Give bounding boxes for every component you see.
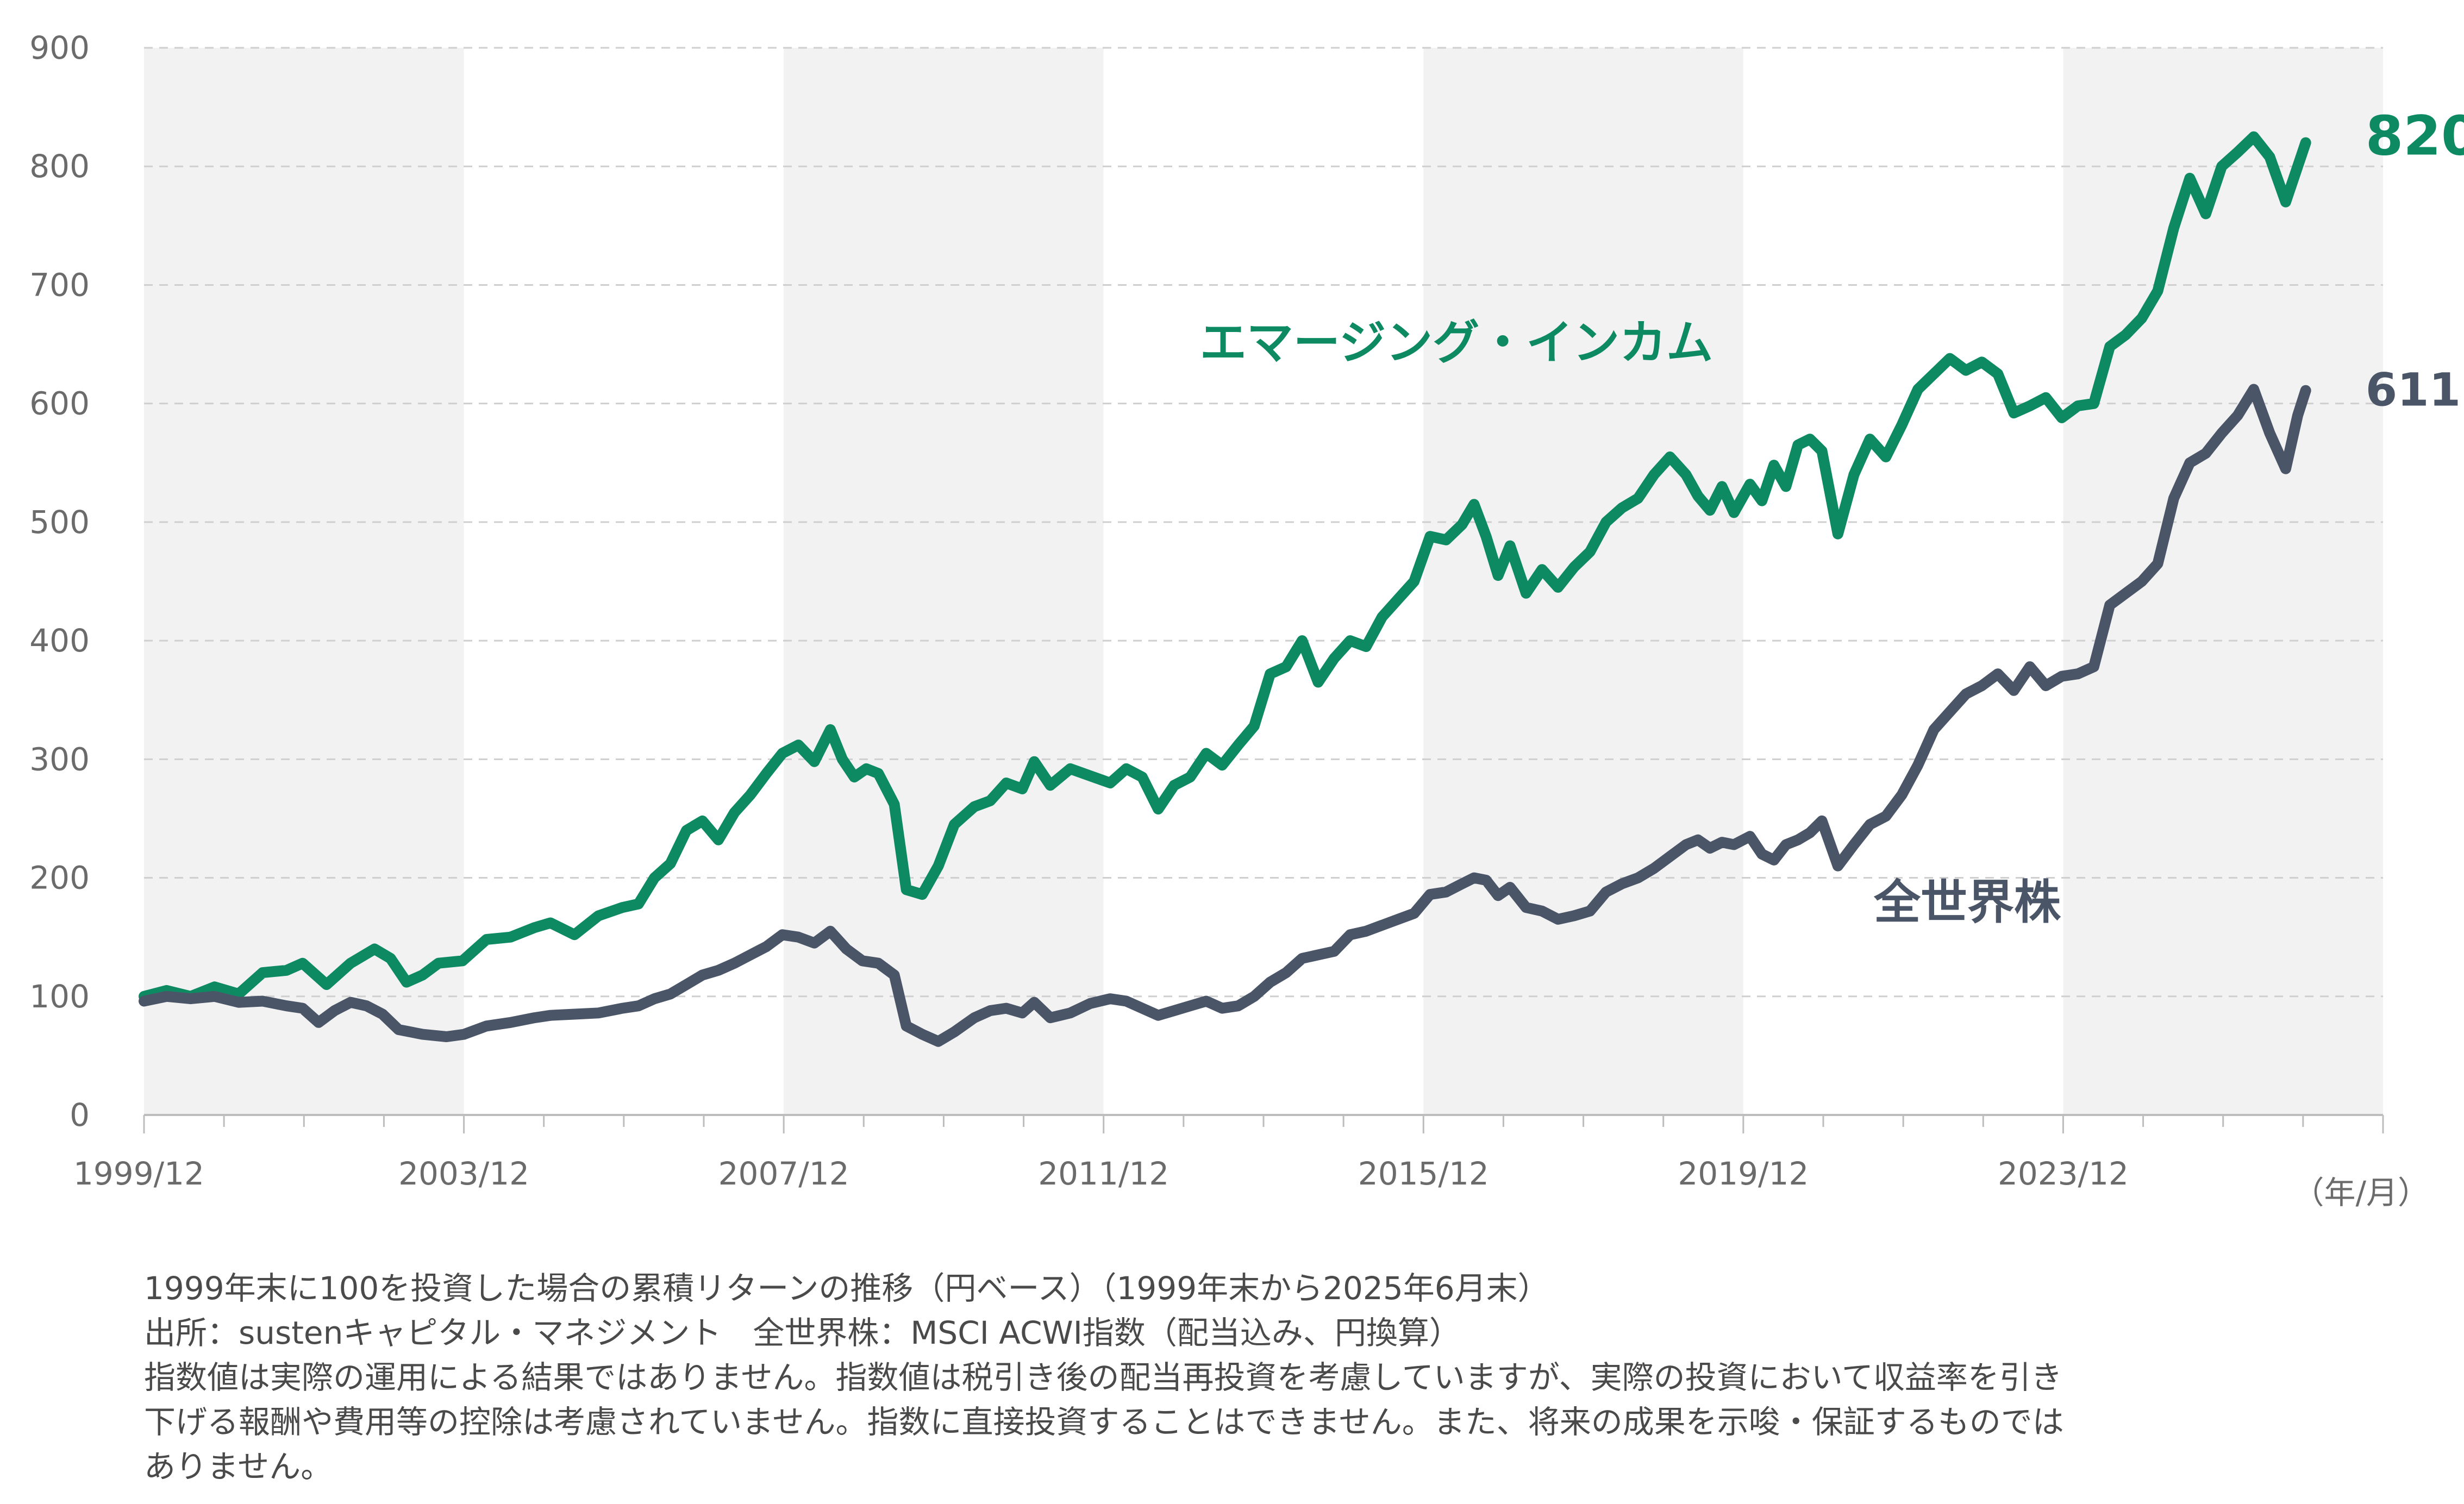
series-name-label-1: 全世界株 <box>1873 875 2061 930</box>
axes <box>143 1114 2384 1133</box>
y-tick-label: 0 <box>70 1096 90 1133</box>
x-tick-label: 2019/12 <box>1678 1155 1809 1192</box>
y-tick-label: 600 <box>29 385 90 422</box>
y-tick-label: 900 <box>29 29 90 66</box>
series-end-value-1: 611 <box>2366 364 2461 417</box>
x-tick-label: 2023/12 <box>1998 1155 2129 1192</box>
footnote-line-5: ありません。 <box>144 1448 333 1485</box>
series-lines <box>139 131 2311 1047</box>
shaded-band <box>144 48 464 1115</box>
footnote-line-4: 下げる報酬や費用等の控除は考慮されていません。指数に直接投資することはできません… <box>144 1403 2064 1440</box>
gridlines <box>144 47 2383 998</box>
y-tick-label: 700 <box>29 266 90 303</box>
x-tick-label: 1999/12 <box>73 1155 204 1192</box>
footnote-line-2: 出所：sustenキャピタル・マネジメント 全世界株：MSCI ACWI指数（配… <box>144 1314 1461 1351</box>
y-tick-label: 200 <box>29 860 90 897</box>
x-tick-label: 2003/12 <box>398 1155 529 1192</box>
y-tick-label: 400 <box>29 622 90 659</box>
y-tick-label: 300 <box>29 741 90 778</box>
series-name-label-0: エマージング・インカム <box>1200 316 1713 370</box>
x-tick-label: 2011/12 <box>1038 1155 1169 1192</box>
x-tick-label: 2015/12 <box>1358 1155 1489 1192</box>
series-end-value-0: 820 <box>2366 104 2464 168</box>
footnotes: 1999年末に100を投資した場合の累積リターンの推移（円ベース）（1999年末… <box>144 1266 2427 1489</box>
shaded-band <box>2063 48 2383 1115</box>
x-tick-labels: 1999/12 2003/12 2007/12 2011/12 2015/12 2019/… <box>73 1155 2129 1192</box>
series-line-0 <box>139 131 2311 1002</box>
y-tick-label: 800 <box>29 148 90 185</box>
footnote-line-3: 指数値は実際の運用による結果ではありません。指数値は税引き後の配当再投資を考慮し… <box>144 1359 2062 1396</box>
year-bands <box>144 48 2383 1115</box>
footnote-line-1: 1999年末に100を投資した場合の累積リターンの推移（円ベース）（1999年末… <box>144 1270 1549 1307</box>
shaded-band <box>784 48 1104 1115</box>
x-tick-label: 2007/12 <box>718 1155 849 1192</box>
y-tick-label: 500 <box>29 504 90 541</box>
y-tick-label: 100 <box>29 978 90 1015</box>
shaded-band <box>1423 48 1743 1115</box>
line-chart: 0 100 200 300 400 500 600 700 800 900 1999/12 2003… <box>29 29 2464 1211</box>
series-line-1 <box>139 384 2311 1047</box>
y-tick-labels: 0 100 200 300 400 500 600 700 800 900 <box>29 29 90 1133</box>
x-axis-unit-label: （年/月） <box>2292 1174 2429 1211</box>
